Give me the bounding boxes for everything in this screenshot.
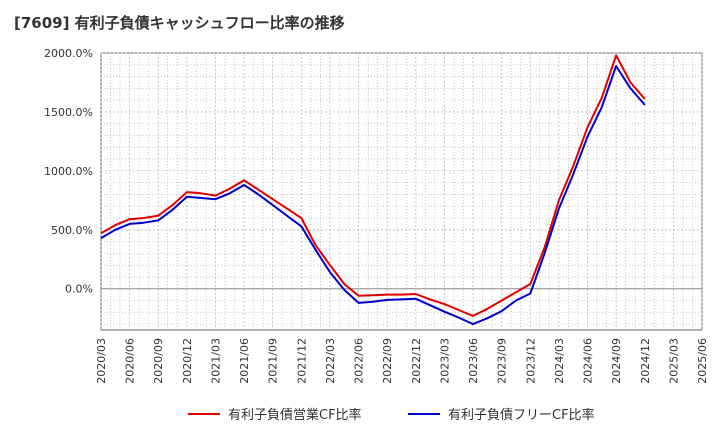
x-tick-label: 2022/09: [381, 338, 394, 384]
x-tick-label: 2022/12: [410, 338, 423, 384]
legend: 有利子負債営業CF比率 有利子負債フリーCF比率: [188, 407, 595, 423]
y-axis-ticks: 0.0% 500.0% 1000.0% 1500.0% 2000.0%: [44, 47, 93, 296]
x-tick-label: 2021/06: [238, 338, 251, 384]
x-tick-label: 2020/09: [152, 338, 165, 384]
x-tick-label: 2020/03: [95, 338, 108, 384]
y-tick-label: 500.0%: [51, 224, 93, 237]
x-tick-label: 2024/09: [610, 338, 623, 384]
x-tick-label: 2021/12: [295, 338, 308, 384]
y-tick-label: 1500.0%: [44, 106, 93, 119]
x-tick-label: 2023/06: [467, 338, 480, 384]
legend-label-2: 有利子負債フリーCF比率: [448, 407, 595, 423]
chart-title: [7609] 有利子負債キャッシュフロー比率の推移: [14, 14, 345, 32]
x-tick-label: 2024/12: [639, 338, 652, 384]
y-tick-label: 2000.0%: [44, 47, 93, 60]
legend-label-1: 有利子負債営業CF比率: [228, 407, 362, 423]
x-tick-label: 2023/09: [496, 338, 509, 384]
series-lines: [100, 54, 646, 326]
x-tick-label: 2021/09: [267, 338, 280, 384]
x-tick-label: 2025/06: [696, 338, 709, 384]
x-tick-label: 2020/12: [181, 338, 194, 384]
series-line-2: [100, 65, 646, 326]
x-tick-label: 2024/03: [553, 338, 566, 384]
x-tick-label: 2022/03: [324, 338, 337, 384]
x-tick-label: 2021/03: [209, 338, 222, 384]
y-tick-label: 1000.0%: [44, 165, 93, 178]
series-line-1: [100, 54, 646, 317]
y-tick-label: 0.0%: [65, 283, 93, 296]
x-tick-label: 2025/03: [667, 338, 680, 384]
x-tick-label: 2023/03: [438, 338, 451, 384]
x-axis-ticks: 2020/03 2020/06 2020/09 2020/12 2021/03 2021/…: [95, 338, 709, 384]
grid-lines: [100, 52, 703, 330]
x-tick-label: 2022/06: [353, 338, 366, 384]
x-tick-label: 2023/12: [524, 338, 537, 384]
x-tick-label: 2020/06: [124, 338, 137, 384]
x-tick-label: 2024/06: [582, 338, 595, 384]
